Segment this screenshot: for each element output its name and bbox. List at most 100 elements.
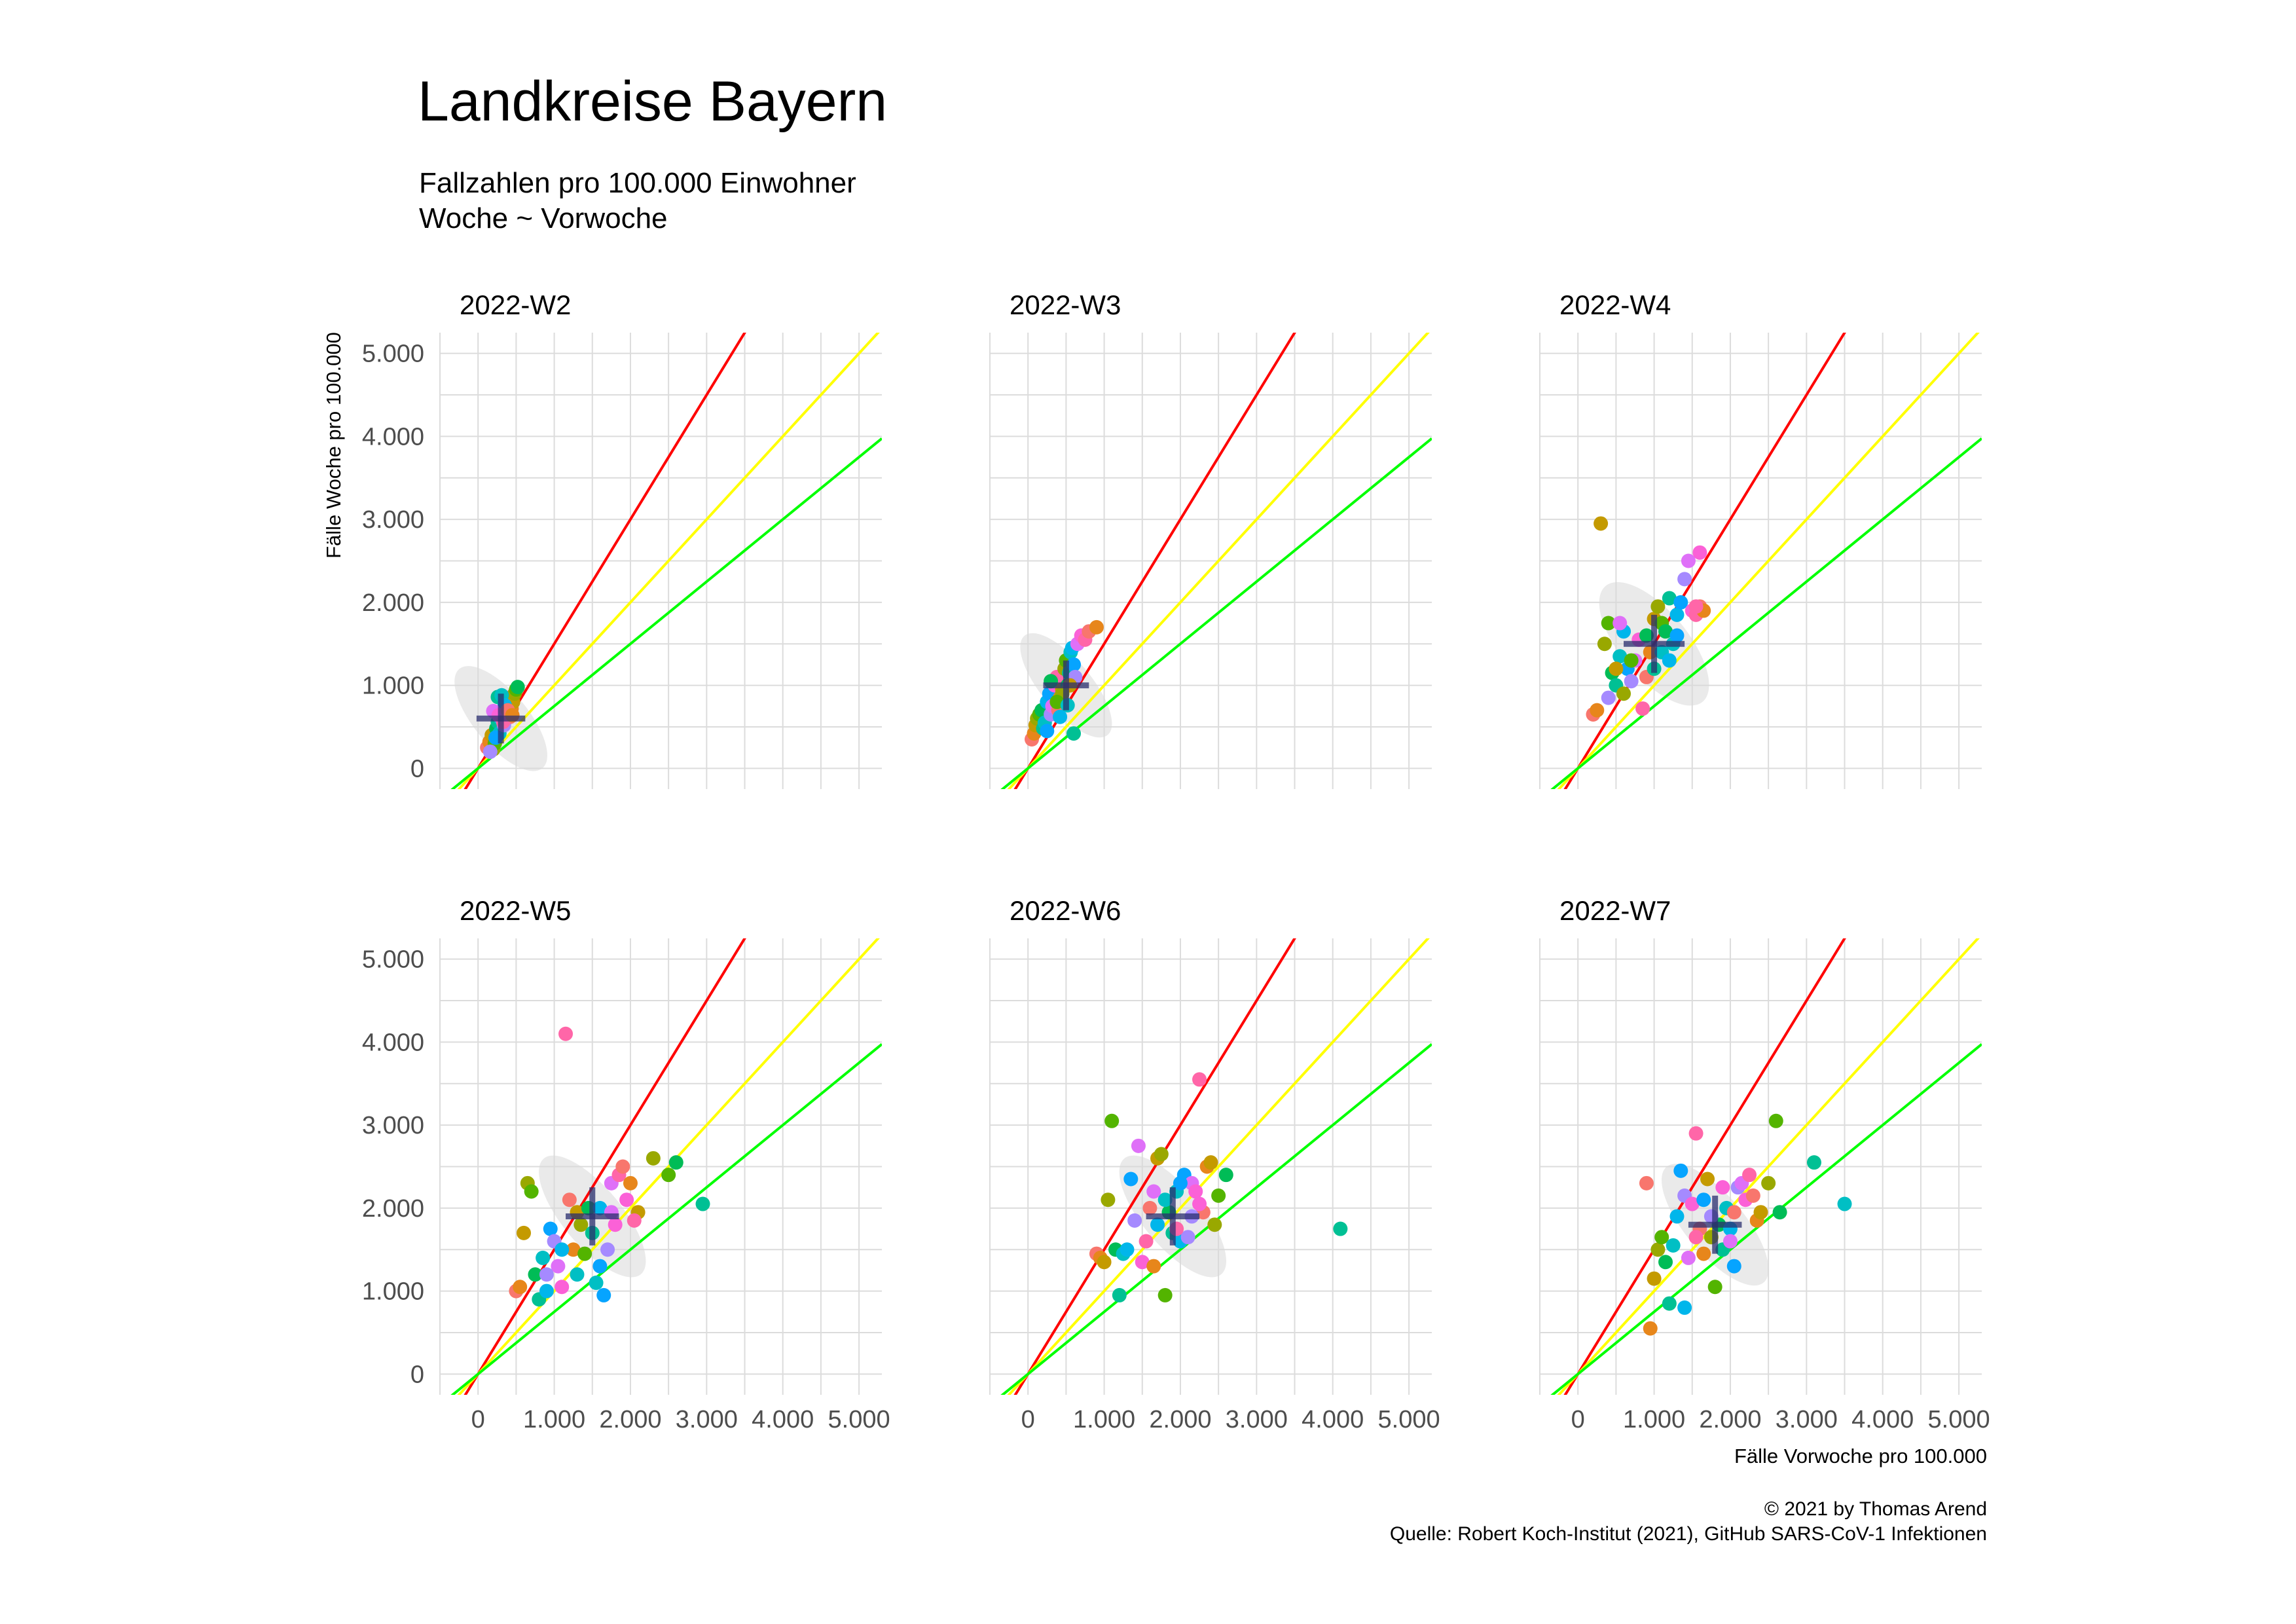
data-point [1745, 1188, 1760, 1203]
data-point [1120, 1242, 1135, 1257]
y-tick-label: 4.000 [362, 1029, 424, 1056]
data-point [1150, 1217, 1165, 1232]
data-point [1722, 1234, 1738, 1249]
reference-line-yellow [1007, 938, 1430, 1395]
data-point [1101, 1192, 1116, 1208]
x-axis-title: Fälle Vorwoche pro 100.000 [1734, 1445, 1987, 1467]
data-point [1673, 595, 1688, 610]
panel-content [450, 938, 882, 1395]
panel-content [1000, 333, 1432, 789]
reference-line-yellow [457, 333, 880, 789]
data-point [528, 1267, 543, 1282]
facet-panel-2022-W7: 2022-W7 0 1.000 2.000 3.000 4.000 5.000 [1539, 895, 1990, 1433]
data-point [1688, 599, 1704, 614]
data-point [1112, 1287, 1127, 1302]
facet-strip-label: 2022-W6 [1010, 895, 1121, 926]
data-point [1089, 619, 1104, 635]
facet-strip-label: 2022-W7 [1559, 895, 1671, 926]
data-point [1658, 1255, 1673, 1270]
data-point [539, 1283, 554, 1299]
data-point [1131, 1138, 1146, 1153]
data-point [600, 1242, 615, 1257]
chart-title: Landkreise Bayern [418, 70, 888, 133]
data-point [1681, 553, 1696, 568]
data-point [1639, 1175, 1654, 1190]
data-point [1673, 1163, 1688, 1178]
data-point [1666, 1238, 1681, 1253]
data-point [1157, 1287, 1173, 1302]
data-point [1613, 649, 1628, 664]
data-point [1650, 599, 1666, 614]
data-point [1142, 1200, 1157, 1215]
data-point [1192, 1072, 1207, 1087]
x-tick-label: 4.000 [752, 1406, 814, 1433]
x-tick-label: 5.000 [1928, 1406, 1990, 1433]
data-point [646, 1151, 661, 1166]
data-point [1123, 1172, 1139, 1187]
data-point [615, 1159, 630, 1174]
data-point [619, 1192, 634, 1208]
data-point [1650, 1242, 1666, 1257]
x-tick-label: 0 [471, 1406, 485, 1433]
data-point [1097, 1255, 1112, 1270]
panel-content [450, 333, 882, 789]
data-point [1594, 516, 1609, 531]
data-point [1053, 709, 1068, 724]
data-point [661, 1168, 676, 1183]
x-tick-label: 3.000 [1776, 1406, 1838, 1433]
data-point [1188, 1184, 1203, 1199]
facet-strip-label: 2022-W2 [460, 289, 571, 320]
data-point [1677, 572, 1692, 587]
data-point [555, 1280, 570, 1295]
data-point [1218, 1168, 1233, 1183]
data-point [1837, 1196, 1852, 1211]
data-point [1104, 1113, 1120, 1128]
x-tick-label: 4.000 [1302, 1406, 1364, 1433]
x-tick-label: 0 [1021, 1406, 1035, 1433]
data-point [536, 1250, 551, 1265]
data-point [1677, 1300, 1692, 1315]
data-point [1726, 1259, 1741, 1274]
data-point [1127, 1213, 1142, 1228]
data-point [592, 1259, 608, 1274]
facet-strip-label: 2022-W4 [1559, 289, 1671, 320]
data-point [695, 1196, 710, 1211]
y-tick-label: 5.000 [362, 946, 424, 974]
reference-line-yellow [1557, 938, 1980, 1395]
data-point [1761, 1175, 1776, 1190]
data-point [1040, 724, 1055, 739]
data-point [1613, 616, 1628, 631]
data-point [1590, 703, 1605, 718]
data-point [1601, 690, 1616, 705]
data-point [1211, 1188, 1226, 1203]
data-point [1806, 1155, 1821, 1170]
y-tick-label: 1.000 [362, 673, 424, 700]
data-point [1207, 1217, 1222, 1232]
data-point [1669, 607, 1685, 622]
panel-grid [989, 333, 1432, 789]
data-point [510, 680, 525, 695]
data-point [1692, 545, 1707, 560]
data-point [1696, 1246, 1711, 1261]
data-point [1624, 674, 1639, 689]
y-tick-label: 3.000 [362, 1112, 424, 1139]
data-point [1742, 1168, 1757, 1183]
data-point [1601, 616, 1616, 631]
data-point [577, 1246, 592, 1261]
data-point [1726, 1205, 1741, 1220]
panel-grid [1539, 938, 1982, 1395]
data-point [1654, 1230, 1669, 1245]
reference-line-green [450, 437, 882, 789]
y-tick-label: 2.000 [362, 1195, 424, 1223]
facet-strip-label: 2022-W5 [460, 895, 571, 926]
reference-line-red [1563, 333, 1846, 789]
data-point [1154, 1147, 1169, 1162]
reference-line-red [464, 938, 746, 1395]
data-point [1662, 653, 1677, 668]
data-point [1146, 1184, 1161, 1199]
x-tick-label: 3.000 [676, 1406, 738, 1433]
data-point [524, 1184, 539, 1199]
chart-subtitle-line-1: Fallzahlen pro 100.000 Einwohner [419, 167, 856, 199]
data-point [1696, 1192, 1711, 1208]
